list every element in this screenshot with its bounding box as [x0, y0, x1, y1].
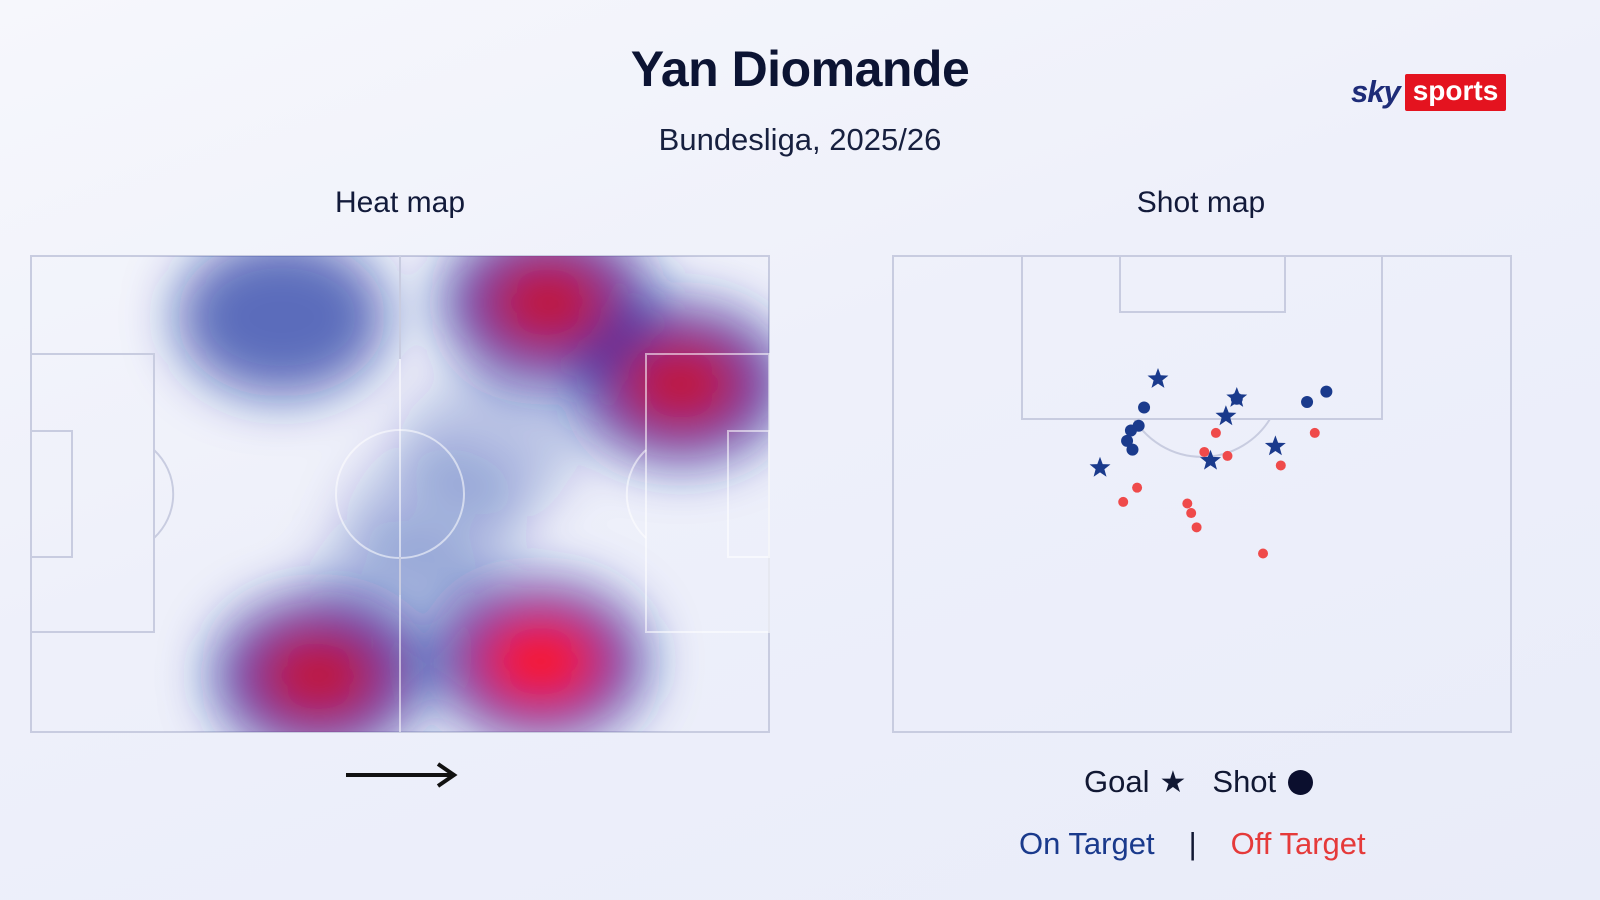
- shot-off-target-17: [1222, 450, 1233, 461]
- shot-on-target-10: [1124, 424, 1137, 437]
- penalty-arc: [1133, 418, 1271, 458]
- heat-core-2: [621, 342, 742, 427]
- shot-map-pitch: [892, 255, 1512, 733]
- shot-on-target-12: [1301, 395, 1314, 408]
- shot-off-target-16: [1210, 427, 1221, 438]
- pitch-markings-light: [30, 256, 401, 633]
- shot-on-target-11: [1230, 392, 1243, 405]
- shot-off-target-18: [1309, 427, 1320, 438]
- left-six-yard-box: [30, 430, 73, 558]
- legend-target: On Target | Off Target: [1019, 826, 1366, 862]
- heat-core-3: [258, 633, 379, 718]
- left-penalty-box: [30, 353, 155, 633]
- filled-circle-icon: [1288, 769, 1314, 795]
- shot-off-target-14: [1275, 460, 1286, 471]
- shot-goal-2: [1200, 449, 1221, 470]
- page-subtitle: Bundesliga, 2025/26: [658, 122, 942, 157]
- right-six-yard-box: [727, 430, 770, 558]
- shot-on-target-6: [1138, 401, 1151, 414]
- shot-on-target-8: [1126, 443, 1139, 456]
- shot-off-target-21: [1182, 498, 1193, 509]
- logo-sky-text: sky: [1351, 74, 1401, 109]
- shot-goal-5: [1264, 435, 1286, 456]
- shot-goal-0: [1147, 368, 1169, 388]
- shot-goal-1: [1089, 456, 1111, 477]
- heat-core-1: [488, 260, 608, 345]
- shot-goal-3: [1215, 405, 1237, 426]
- shot-off-target-19: [1118, 496, 1129, 507]
- heat-map-title: Heat map: [334, 186, 466, 219]
- shot-pitch-markings: [892, 255, 1512, 733]
- heat-map-pitch: [30, 255, 770, 733]
- right-penalty-arc: [625, 449, 647, 539]
- sky-sports-logo: sky sports: [1351, 72, 1507, 112]
- shot-off-target-15: [1199, 446, 1210, 457]
- heat-haze-1: [398, 376, 579, 517]
- legend-separator: |: [1188, 826, 1197, 861]
- shot-off-target-22: [1186, 508, 1197, 519]
- shot-map-title: Shot map: [1136, 186, 1266, 219]
- shot-on-target-9: [1121, 434, 1134, 447]
- shot-off-target-23: [1191, 522, 1202, 533]
- shot-off-target-20: [1132, 482, 1143, 493]
- heat-blobs: [176, 256, 769, 732]
- shot-marks: [1089, 368, 1333, 559]
- legend-off-target: Off Target: [1230, 826, 1366, 861]
- legend-symbols: Goal ★ Shot: [1084, 764, 1314, 800]
- left-penalty-arc: [153, 449, 175, 539]
- shot-off-target-24: [1258, 548, 1269, 559]
- legend-on-target: On Target: [1019, 826, 1155, 861]
- star-icon: ★: [1159, 765, 1187, 799]
- heat-zone-0: [176, 256, 387, 398]
- six-yard-box: [1119, 255, 1286, 313]
- page-title: Yan Diomande: [630, 41, 970, 97]
- legend-shot-label: Shot: [1212, 764, 1277, 799]
- shot-on-target-13: [1320, 385, 1333, 398]
- half-pitch-outline: [892, 255, 1512, 733]
- right-arrow-icon: [346, 762, 458, 788]
- logo-sports-text: sports: [1404, 73, 1507, 111]
- legend-goal-label: Goal: [1084, 764, 1150, 799]
- heat-core-4: [480, 619, 601, 704]
